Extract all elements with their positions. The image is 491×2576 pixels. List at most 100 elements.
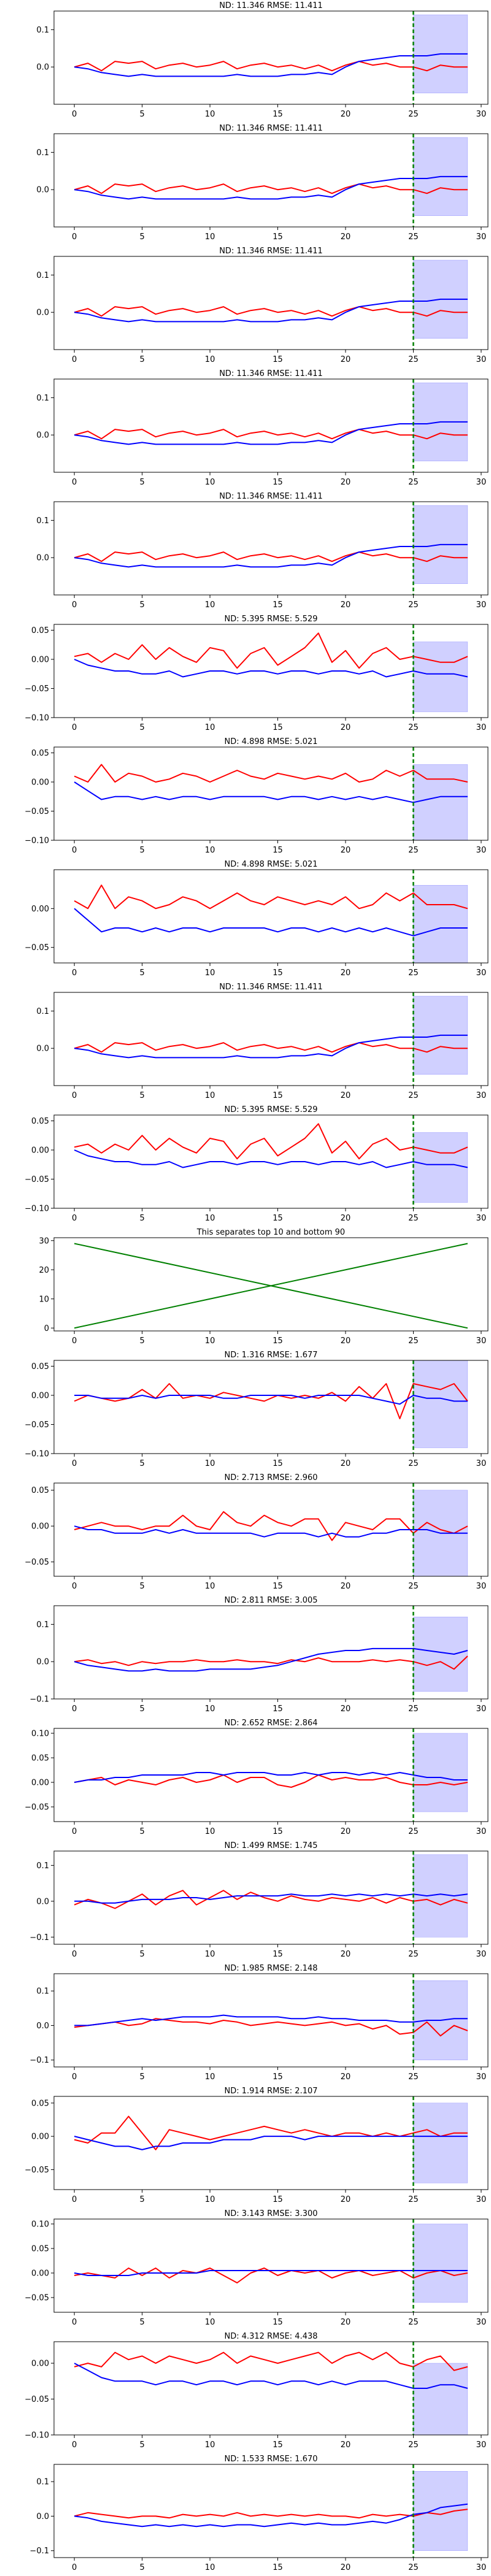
x-tick-label: 30 [476, 2440, 487, 2450]
chart-panel: ND: 2.652 RMSE: 2.864 −0.05 0.00 0.05 0.10 0 5… [25, 1719, 489, 1836]
x-tick-label: 15 [273, 2072, 283, 2082]
x-tick-label: 5 [139, 2195, 144, 2204]
y-tick-label: 0.05 [31, 2099, 49, 2108]
actual-series-line [74, 306, 468, 317]
chart-panel: ND: 4.898 RMSE: 5.021 −0.05 0.00 0 5 10 15 20 25… [25, 860, 489, 978]
x-tick-label: 10 [205, 1336, 215, 1346]
chart-panel: ND: 5.395 RMSE: 5.529 −0.10 −0.05 0.00 0.05 0… [25, 615, 489, 732]
chart-title: ND: 1.533 RMSE: 1.670 [224, 2455, 317, 2464]
x-tick-label: 25 [408, 110, 419, 119]
prediction-interval-band [413, 642, 468, 712]
prediction-interval-band [413, 1360, 468, 1448]
x-tick-label: 15 [273, 968, 283, 978]
prediction-interval-band [413, 2223, 468, 2303]
x-tick-label: 25 [408, 1950, 419, 1959]
prediction-interval-band [413, 2471, 468, 2551]
x-tick-label: 0 [72, 723, 77, 732]
x-tick-label: 25 [408, 1827, 419, 1836]
x-tick-label: 5 [139, 723, 144, 732]
y-tick-label: 0 [44, 1324, 49, 1333]
chart-panel: ND: 1.533 RMSE: 1.670 −0.1 0.0 0.1 0 5 10 15 20 2… [29, 2455, 489, 2572]
x-tick-label: 5 [139, 2072, 144, 2082]
chart-title: ND: 1.499 RMSE: 1.745 [224, 1841, 317, 1850]
x-tick-label: 25 [408, 478, 419, 487]
x-tick-label: 20 [341, 2318, 351, 2327]
y-tick-label: 0.00 [31, 1146, 49, 1156]
x-tick-label: 10 [205, 723, 215, 732]
chart-title: ND: 3.143 RMSE: 3.300 [224, 2209, 317, 2218]
x-tick-label: 5 [139, 355, 144, 364]
x-tick-label: 20 [341, 1950, 351, 1959]
y-tick-label: 0.0 [36, 2512, 49, 2521]
forecast-series-line [74, 1395, 468, 1405]
x-tick-label: 30 [476, 846, 487, 855]
axes-frame [53, 1237, 489, 1332]
axes-frame [53, 869, 489, 964]
actual-series-line [74, 551, 468, 562]
y-tick-label: −0.10 [25, 2431, 49, 2440]
chart-title: ND: 11.346 RMSE: 11.411 [219, 247, 323, 256]
y-tick-label: 0.0 [36, 431, 49, 440]
x-tick-label: 30 [476, 2072, 487, 2082]
x-tick-label: 15 [273, 1827, 283, 1836]
y-tick-label: −0.10 [25, 1450, 49, 1459]
x-tick-label: 15 [273, 1704, 283, 1714]
x-tick-label: 15 [273, 110, 283, 119]
x-tick-label: 20 [341, 1459, 351, 1468]
chart-title: ND: 1.316 RMSE: 1.677 [224, 1351, 317, 1360]
y-tick-label: 10 [39, 1295, 49, 1304]
forecast-series-line [74, 543, 468, 568]
y-tick-label: 0.05 [31, 1754, 49, 1763]
y-tick-label: 0.05 [31, 1117, 49, 1126]
chart-panel: ND: 2.811 RMSE: 3.005 −0.1 0.0 0.1 0 5 10 15 20 2… [29, 1596, 489, 1714]
y-tick-label: 0.1 [36, 2478, 49, 2487]
y-tick-label: −0.05 [25, 1558, 49, 1567]
x-tick-label: 25 [408, 2563, 419, 2572]
y-tick-label: 0.05 [31, 626, 49, 635]
x-tick-label: 30 [476, 723, 487, 732]
y-tick-label: −0.10 [25, 1205, 49, 1214]
x-tick-label: 0 [72, 1950, 77, 1959]
actual-series-line [74, 2352, 468, 2371]
x-tick-label: 20 [341, 968, 351, 978]
x-tick-label: 0 [72, 1091, 77, 1100]
x-tick-label: 20 [341, 846, 351, 855]
forecast-series-line [74, 2270, 468, 2276]
x-tick-label: 20 [341, 600, 351, 610]
chart-title: ND: 5.395 RMSE: 5.529 [224, 615, 317, 624]
y-tick-label: −0.1 [29, 1695, 49, 1704]
y-tick-label: 30 [39, 1236, 49, 1246]
y-tick-label: −0.05 [25, 684, 49, 694]
x-tick-label: 10 [205, 2072, 215, 2082]
chart-panel: ND: 11.346 RMSE: 11.411 0.0 0.1 0 5 10 15 20 25 3… [36, 983, 489, 1100]
x-tick-label: 30 [476, 110, 487, 119]
chart-panel: ND: 1.499 RMSE: 1.745 −0.1 0.0 0.1 0 5 10 15 20 2… [29, 1841, 489, 1959]
x-tick-label: 30 [476, 1214, 487, 1223]
y-tick-label: 0.0 [36, 63, 49, 72]
y-tick-label: −0.05 [25, 1420, 49, 1430]
x-tick-label: 10 [205, 1704, 215, 1714]
x-tick-label: 5 [139, 2440, 144, 2450]
prediction-interval-band [413, 764, 468, 841]
x-tick-label: 30 [476, 1950, 487, 1959]
y-tick-label: 0.00 [31, 1392, 49, 1401]
y-tick-label: 0.1 [36, 1620, 49, 1630]
y-tick-label: 0.0 [36, 2022, 49, 2031]
x-tick-label: 30 [476, 1827, 487, 1836]
x-tick-label: 25 [408, 2318, 419, 2327]
x-tick-label: 20 [341, 1336, 351, 1346]
x-tick-label: 5 [139, 2563, 144, 2572]
chart-panel: ND: 1.985 RMSE: 2.148 −0.1 0.0 0.1 0 5 10 15 20 2… [29, 1964, 489, 2082]
chart-panel: ND: 11.346 RMSE: 11.411 0.0 0.1 0 5 10 15 20 25 3… [36, 1, 489, 119]
x-tick-label: 15 [273, 478, 283, 487]
x-tick-label: 15 [273, 355, 283, 364]
x-tick-label: 10 [205, 232, 215, 242]
axes-frame [53, 2096, 489, 2190]
y-tick-label: −0.05 [25, 1803, 49, 1812]
chart-panel: ND: 5.395 RMSE: 5.529 −0.10 −0.05 0.00 0.05 0… [25, 1105, 489, 1223]
x-tick-label: 20 [341, 2195, 351, 2204]
chart-title: ND: 2.811 RMSE: 3.005 [224, 1596, 317, 1605]
x-tick-label: 10 [205, 355, 215, 364]
axes-frame [53, 501, 489, 596]
x-tick-label: 20 [341, 1582, 351, 1591]
